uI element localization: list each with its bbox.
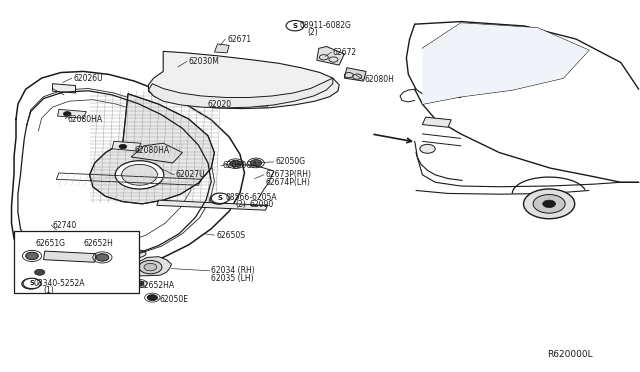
Text: 62674P(LH): 62674P(LH) [266, 178, 310, 187]
Circle shape [139, 260, 162, 274]
Polygon shape [148, 51, 339, 109]
Text: 62030M: 62030M [189, 57, 220, 66]
Circle shape [144, 263, 157, 271]
Polygon shape [422, 117, 451, 127]
Circle shape [533, 195, 565, 213]
Circle shape [420, 144, 435, 153]
Circle shape [147, 295, 157, 301]
Circle shape [23, 278, 41, 289]
Polygon shape [131, 143, 182, 163]
Text: 62050E: 62050E [160, 295, 189, 304]
Polygon shape [214, 44, 229, 53]
Circle shape [26, 252, 38, 260]
Text: 62090: 62090 [250, 200, 274, 209]
Text: 08911-6082G: 08911-6082G [300, 21, 351, 30]
Text: 62652HA: 62652HA [140, 281, 175, 290]
Circle shape [96, 254, 109, 261]
Polygon shape [148, 78, 333, 108]
Polygon shape [422, 23, 589, 104]
Circle shape [119, 144, 127, 149]
Polygon shape [136, 257, 172, 276]
Text: 62652H: 62652H [83, 239, 113, 248]
Text: 62651G: 62651G [35, 239, 65, 248]
Text: 08566-6205A: 08566-6205A [225, 193, 277, 202]
Ellipse shape [108, 248, 146, 259]
Polygon shape [344, 68, 366, 81]
Circle shape [115, 161, 164, 189]
Polygon shape [157, 200, 268, 210]
Text: R620000L: R620000L [547, 350, 593, 359]
Polygon shape [44, 251, 96, 262]
Circle shape [250, 160, 262, 166]
Text: S: S [28, 281, 33, 287]
Polygon shape [214, 99, 269, 107]
Text: 62671: 62671 [227, 35, 252, 44]
Text: 62026U: 62026U [74, 74, 103, 83]
Polygon shape [317, 46, 344, 65]
Circle shape [211, 193, 229, 203]
Text: 62650S: 62650S [216, 231, 245, 240]
Text: 62673P(RH): 62673P(RH) [266, 170, 312, 179]
Circle shape [524, 189, 575, 219]
Circle shape [63, 112, 71, 116]
Polygon shape [90, 94, 214, 204]
Text: 62050GA: 62050GA [223, 161, 258, 170]
Circle shape [286, 20, 304, 31]
Text: (2): (2) [307, 28, 318, 37]
Text: 62050G: 62050G [275, 157, 305, 166]
Text: 62027U: 62027U [176, 170, 205, 179]
Text: (2): (2) [236, 200, 246, 209]
FancyBboxPatch shape [14, 231, 139, 293]
Text: 62035 (LH): 62035 (LH) [211, 274, 254, 283]
Text: 62034 (RH): 62034 (RH) [211, 266, 255, 275]
Polygon shape [112, 141, 141, 151]
Circle shape [135, 281, 144, 286]
Polygon shape [58, 109, 86, 118]
Text: 62020: 62020 [208, 100, 232, 109]
Text: S: S [292, 23, 298, 29]
Text: 62672: 62672 [333, 48, 357, 57]
Circle shape [122, 164, 157, 185]
Text: S: S [29, 280, 35, 286]
Text: (1): (1) [44, 286, 54, 295]
Text: S: S [218, 195, 223, 201]
Circle shape [543, 200, 556, 208]
Text: 62080HA: 62080HA [134, 146, 170, 155]
Text: 62080HA: 62080HA [67, 115, 102, 124]
Circle shape [230, 160, 241, 167]
Text: S: S [216, 196, 221, 202]
Text: 62080H: 62080H [365, 76, 395, 84]
Text: 08340-5252A: 08340-5252A [33, 279, 84, 288]
Polygon shape [52, 84, 76, 93]
Circle shape [35, 269, 45, 275]
Text: 62740: 62740 [52, 221, 77, 230]
